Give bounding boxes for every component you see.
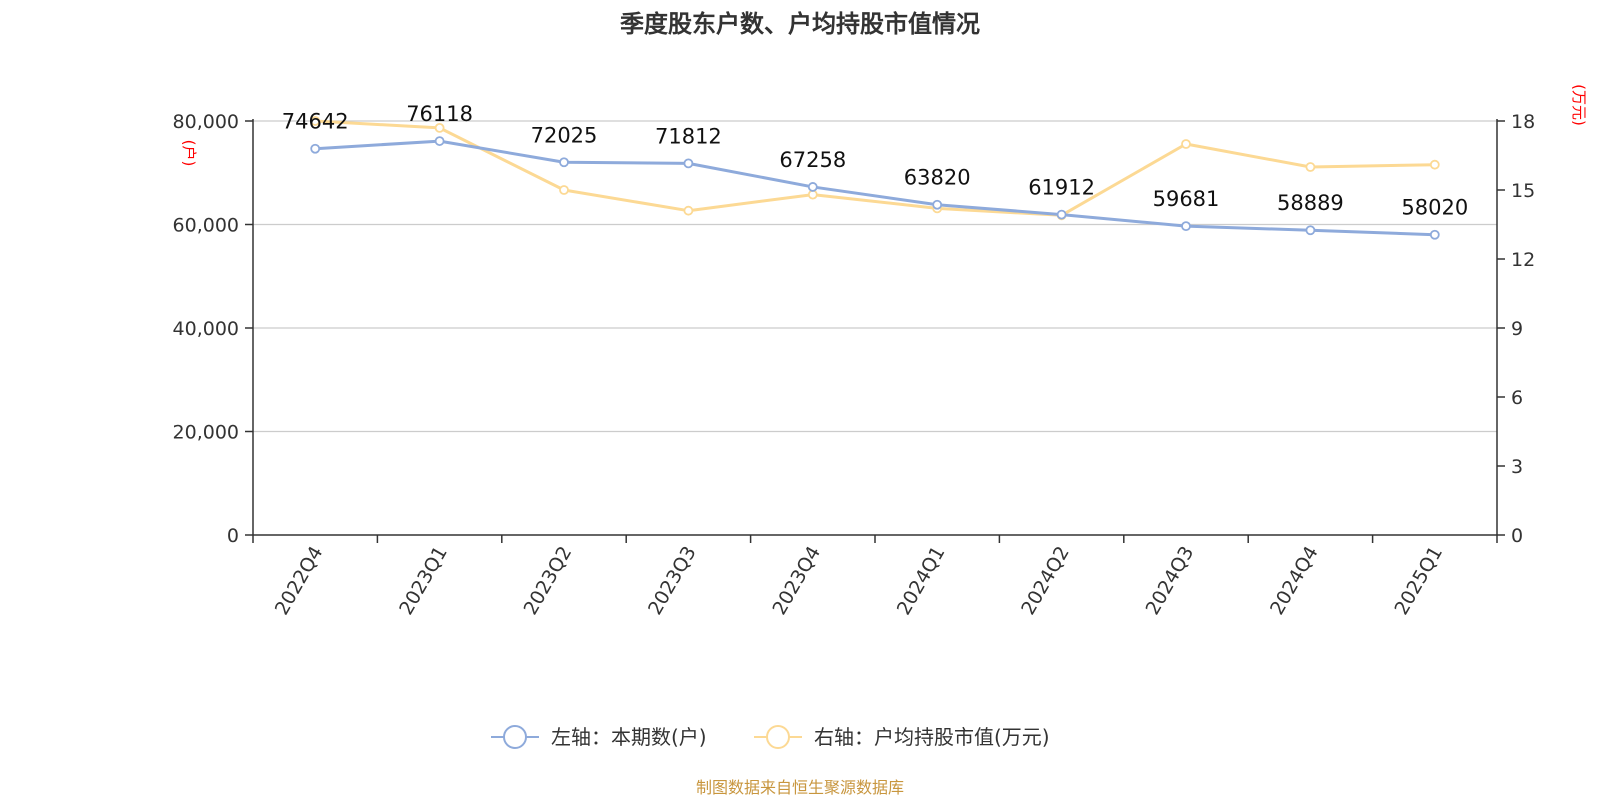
avg-value-point[interactable]: [1305, 162, 1316, 172]
source-note: 制图数据来自恒生聚源数据库: [696, 778, 904, 797]
holders-point[interactable]: [559, 157, 569, 168]
x-tick-label: 2022Q4: [271, 543, 328, 619]
right-tick-label: 18: [1511, 111, 1535, 133]
data-label: 61912: [1028, 176, 1095, 200]
data-label: 74642: [282, 110, 349, 134]
x-tick-label: 2023Q1: [395, 543, 452, 619]
series: [310, 116, 1440, 240]
x-tick-label: 2023Q4: [768, 543, 825, 619]
left-tick-label: 80,000: [173, 111, 239, 133]
holders-point[interactable]: [1056, 209, 1067, 220]
avg-value-point[interactable]: [1181, 139, 1191, 149]
holders-point[interactable]: [932, 199, 943, 210]
data-label: 59681: [1153, 187, 1220, 211]
left-tick-label: 0: [227, 525, 239, 547]
holders-point[interactable]: [1429, 229, 1440, 240]
data-labels: 74642 76118 72025 71812 67258 63820 61912 59681…: [282, 102, 1468, 220]
x-tick-label: 2024Q4: [1266, 543, 1323, 619]
left-tick-label: 20,000: [173, 422, 239, 444]
legend-marker-holders[interactable]: [503, 725, 527, 749]
holders-point[interactable]: [683, 158, 694, 169]
chart-title: 季度股东户数、户均持股市值情况: [620, 10, 980, 38]
x-tick-label: 2023Q3: [644, 543, 701, 619]
x-tick-label: 2024Q2: [1017, 543, 1074, 619]
avg-value-point[interactable]: [434, 123, 445, 133]
avg-value-point[interactable]: [1429, 159, 1440, 170]
right-tick-label: 12: [1511, 249, 1535, 271]
x-tick-label: 2025Q1: [1390, 543, 1447, 619]
x-tick-label: 2023Q2: [520, 543, 577, 619]
series-line-avg-value: [315, 119, 1435, 217]
data-label: 58889: [1277, 191, 1344, 215]
x-tick-label: 2024Q1: [893, 543, 950, 619]
legend[interactable]: 左轴：本期数(户) 右轴：户均持股市值(万元): [491, 725, 1050, 749]
data-label: 72025: [531, 123, 598, 147]
right-tick-label: 3: [1511, 456, 1523, 478]
holders-point[interactable]: [1305, 225, 1316, 236]
avg-value-point[interactable]: [683, 205, 694, 216]
left-tick-label: 40,000: [173, 318, 239, 340]
data-label: 76118: [406, 102, 473, 126]
left-tick-label: 60,000: [173, 215, 239, 237]
series-line-holders: [315, 139, 1435, 237]
data-label: 71812: [655, 124, 722, 148]
right-axis-unit: (万元): [1570, 84, 1588, 126]
avg-value-point[interactable]: [559, 185, 569, 195]
right-tick-label: 9: [1511, 318, 1523, 340]
avg-value-point[interactable]: [310, 116, 321, 126]
legend-marker-avg-value[interactable]: [766, 725, 790, 749]
left-axis-unit: (户): [180, 140, 198, 167]
legend-label-avg-value[interactable]: 右轴：户均持股市值(万元): [814, 725, 1050, 749]
data-label: 63820: [904, 166, 971, 190]
holders-point[interactable]: [1181, 221, 1191, 232]
x-tick-label: 2024Q3: [1142, 543, 1199, 619]
right-tick-label: 6: [1511, 387, 1523, 409]
data-label: 58020: [1401, 196, 1468, 220]
data-label: 67258: [779, 148, 846, 172]
right-tick-label: 15: [1511, 180, 1535, 202]
holders-point[interactable]: [434, 136, 445, 146]
holders-point[interactable]: [310, 143, 321, 154]
right-tick-label: 0: [1511, 525, 1523, 547]
legend-label-holders[interactable]: 左轴：本期数(户): [551, 725, 707, 749]
holders-point[interactable]: [807, 182, 818, 192]
grid-lines: [253, 120, 1497, 433]
